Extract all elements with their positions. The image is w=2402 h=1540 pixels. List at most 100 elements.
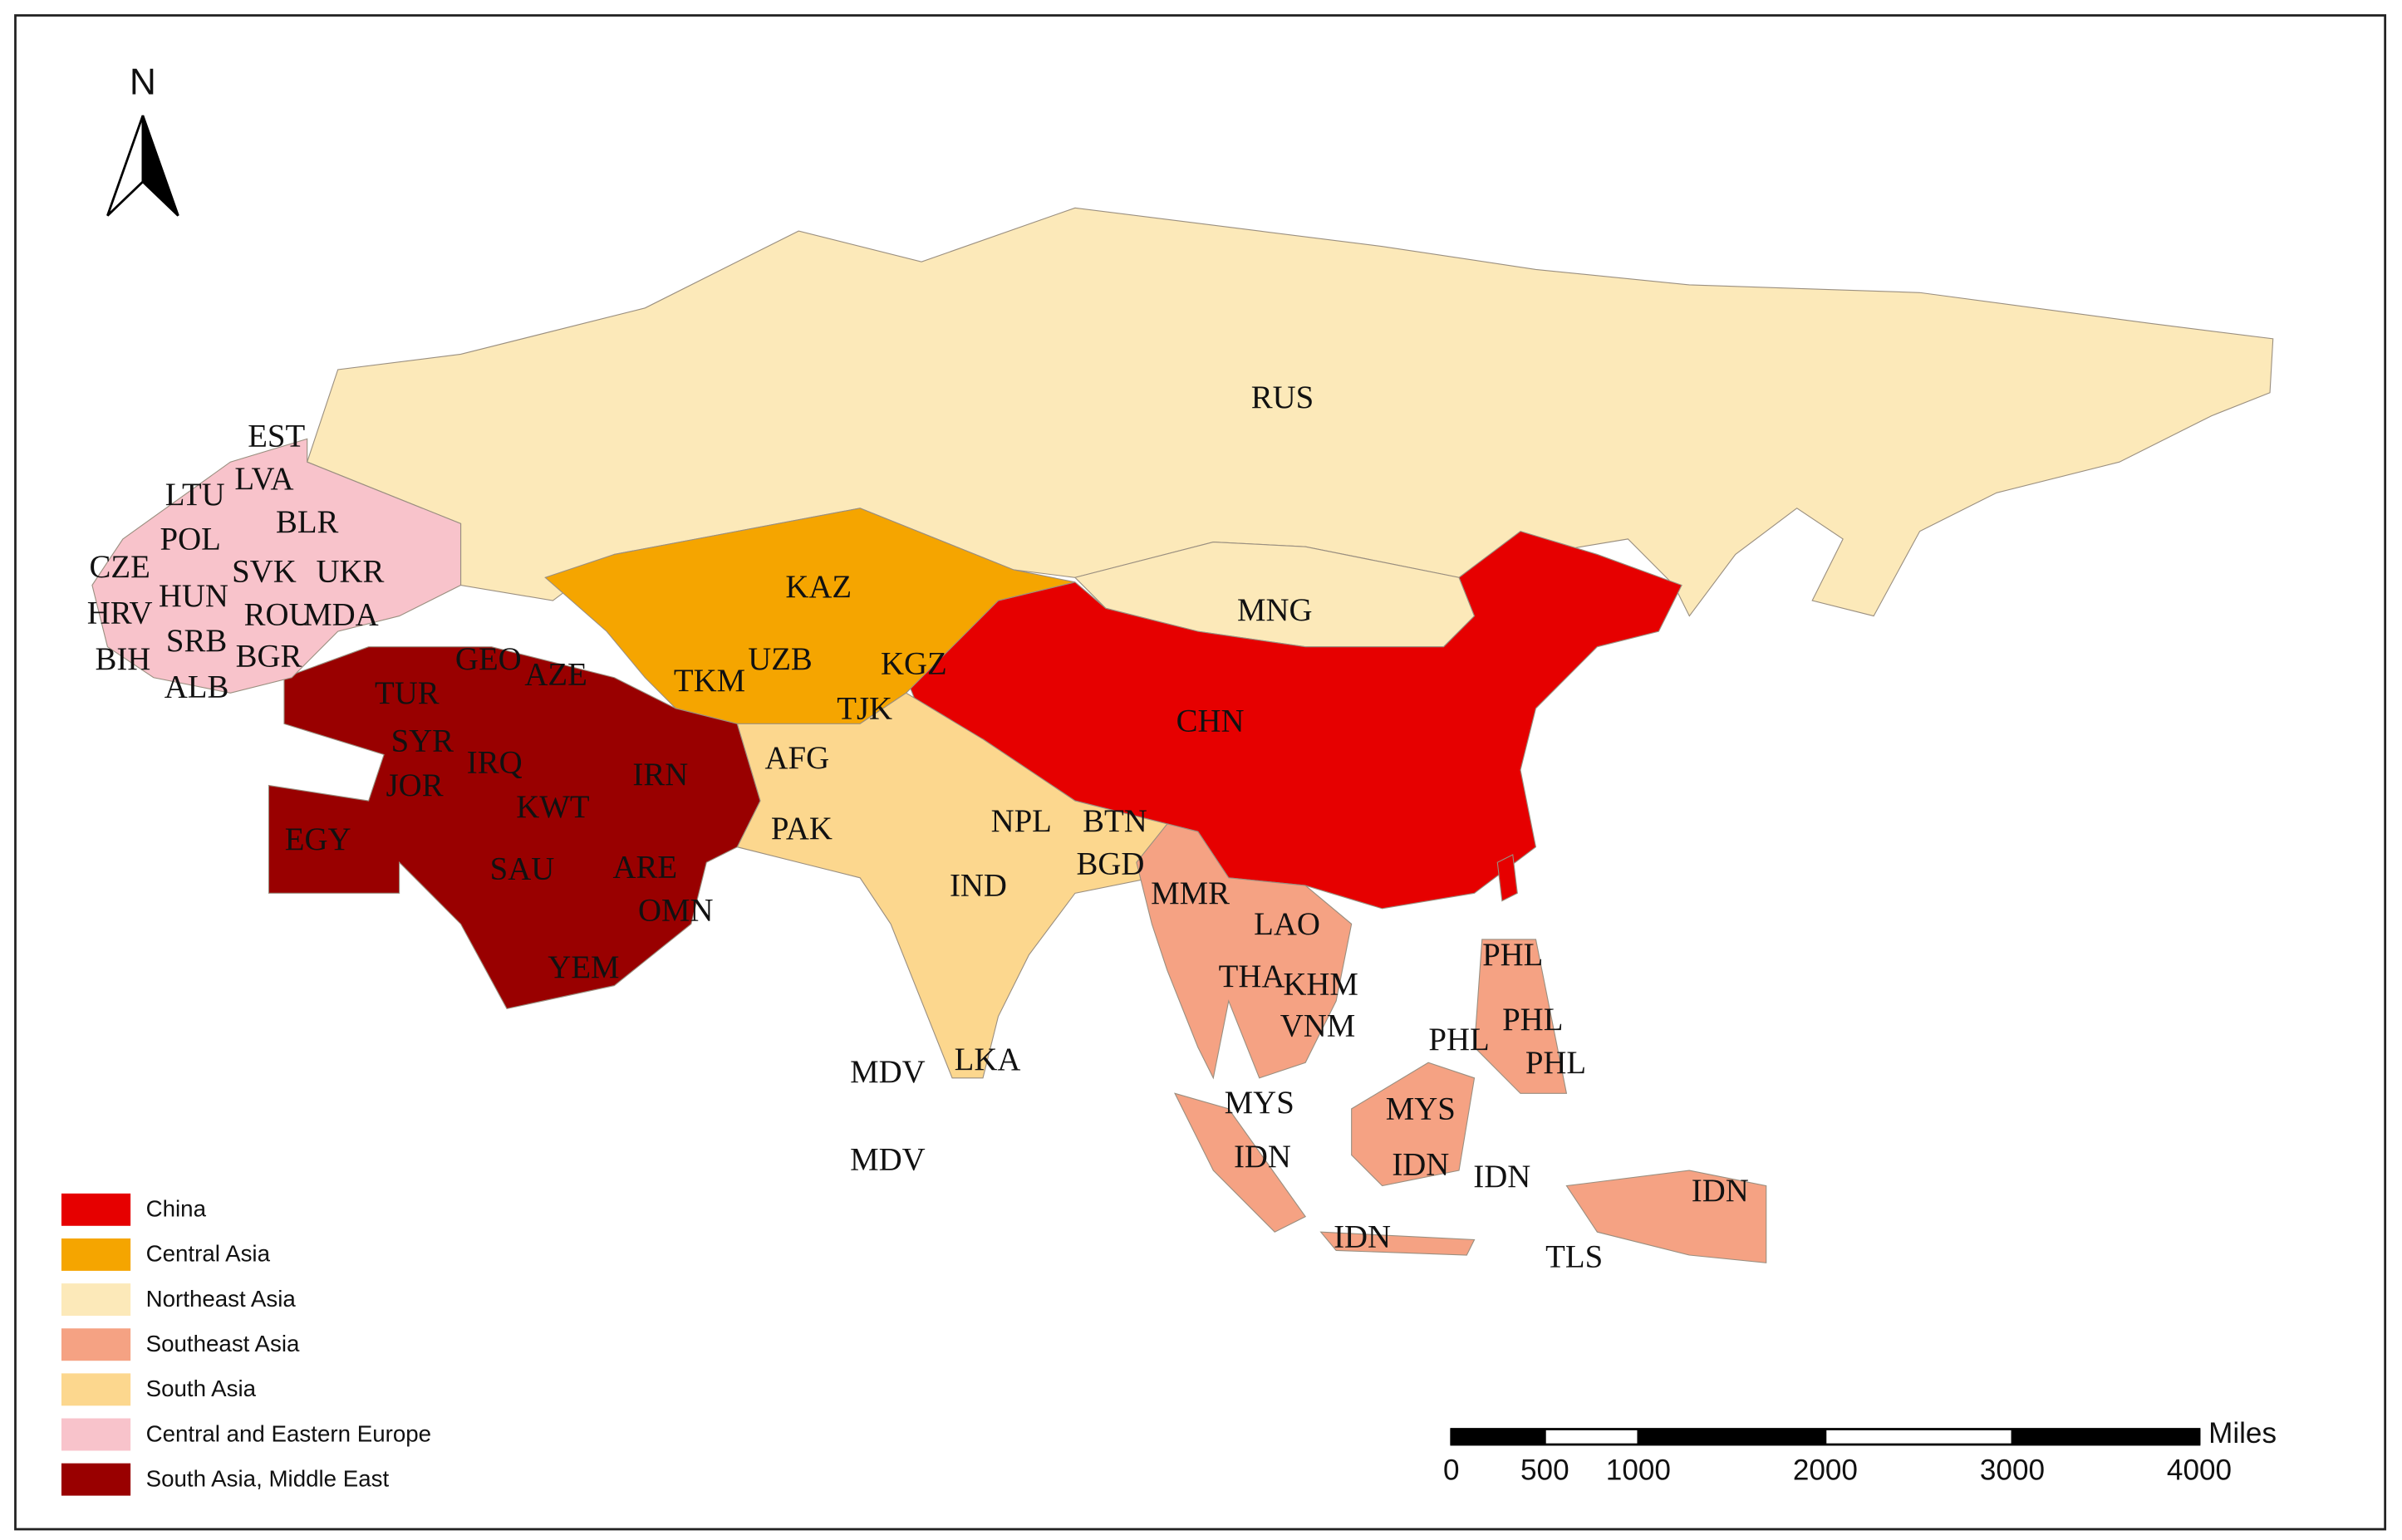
country-label: VNM: [1280, 1008, 1356, 1043]
scale-segment: [1451, 1429, 1545, 1445]
country-label: IND: [950, 868, 1007, 904]
country-label: KHM: [1283, 966, 1358, 1002]
country-label: PHL: [1525, 1045, 1586, 1081]
country-label: IDN: [1334, 1219, 1391, 1254]
country-label: MYS: [1225, 1085, 1294, 1121]
country-label: MDV: [850, 1142, 926, 1178]
country-label: KAZ: [785, 569, 852, 605]
country-label: MMR: [1151, 875, 1230, 911]
country-label: KWT: [516, 789, 590, 825]
legend-swatch: [61, 1463, 131, 1496]
country-label: OMN: [638, 892, 714, 928]
country-label: PAK: [771, 811, 833, 846]
legend: China Central Asia Northeast Asia Southeast…: [61, 1193, 432, 1496]
legend-label: Southeast Asia: [146, 1331, 300, 1356]
north-arrow-right: [141, 115, 179, 217]
region: [1174, 1092, 1307, 1233]
legend-swatch: [61, 1193, 131, 1226]
country-label: LAO: [1254, 906, 1320, 942]
legend-swatch: [61, 1328, 131, 1361]
country-label: POL: [160, 521, 221, 557]
region: [268, 646, 761, 1010]
legend-swatch: [61, 1418, 131, 1451]
regions: [91, 207, 2274, 1263]
country-label: IRQ: [467, 744, 523, 780]
country-label: CZE: [90, 549, 150, 585]
country-label: LVA: [234, 461, 293, 497]
region: [1565, 1170, 1767, 1263]
country-label: SVK: [232, 553, 297, 589]
legend-label: Central Asia: [146, 1241, 271, 1267]
scale-tick-label: 3000: [1980, 1454, 2045, 1487]
country-label: BTN: [1083, 803, 1147, 839]
country-label: BGR: [236, 638, 302, 674]
legend-label: South Asia: [146, 1376, 257, 1401]
country-label: ALB: [165, 669, 229, 704]
country-label: IDN: [1692, 1173, 1749, 1209]
legend-label: China: [146, 1196, 207, 1222]
scale-segment: [1638, 1429, 1825, 1445]
region: [1473, 939, 1568, 1094]
country-label: EST: [248, 418, 305, 454]
legend-swatch: [61, 1373, 131, 1406]
country-label: UKR: [316, 553, 384, 589]
country-label: BGD: [1076, 846, 1144, 882]
country-label: IDN: [1473, 1159, 1530, 1194]
country-label: BLR: [276, 504, 339, 540]
region: [736, 692, 1168, 1079]
country-label: IRN: [632, 757, 688, 792]
country-label: MYS: [1386, 1091, 1456, 1126]
legend-label: South Asia, Middle East: [146, 1465, 390, 1491]
country-label: SYR: [391, 723, 454, 758]
country-label: THA: [1219, 959, 1285, 994]
country-label: EGY: [285, 821, 351, 857]
country-label: JOR: [386, 768, 444, 803]
country-label: UZB: [748, 641, 813, 677]
scale-tick-label: 2000: [1793, 1454, 1858, 1487]
region: [1496, 854, 1518, 902]
country-label: SRB: [166, 623, 227, 659]
country-label: AFG: [765, 740, 830, 776]
scale-tick-label: 500: [1520, 1454, 1569, 1487]
country-label: SAU: [490, 851, 555, 886]
country-label: NPL: [991, 803, 1052, 839]
legend-swatch: [61, 1283, 131, 1317]
country-label: TJK: [837, 690, 892, 726]
country-label: ROU: [244, 596, 312, 632]
country-label: PHL: [1502, 1002, 1563, 1037]
country-label: TKM: [674, 663, 745, 699]
country-label: MDV: [850, 1054, 926, 1090]
scale-tick-label: 4000: [2167, 1454, 2232, 1487]
country-label: TLS: [1545, 1238, 1603, 1274]
country-label: BIH: [95, 641, 150, 677]
country-label: HUN: [159, 578, 228, 614]
country-label: IDN: [1392, 1146, 1449, 1182]
region: [544, 508, 1076, 724]
country-label: TUR: [375, 675, 440, 711]
country-label: CHN: [1176, 703, 1245, 738]
country-label: YEM: [548, 949, 619, 985]
country-label: HRV: [87, 595, 153, 630]
legend-label: Northeast Asia: [146, 1286, 297, 1312]
country-label: PHL: [1428, 1022, 1489, 1057]
region: [1319, 1231, 1476, 1256]
country-label: ARE: [613, 849, 678, 885]
legend-swatch: [61, 1238, 131, 1271]
country-label: LKA: [955, 1042, 1021, 1077]
region: [1351, 1062, 1476, 1187]
country-label: MNG: [1237, 592, 1313, 628]
north-arrow: N: [106, 62, 179, 217]
legend-label: Central and Eastern Europe: [146, 1420, 432, 1446]
country-label: LTU: [165, 477, 225, 513]
country-label: MDA: [303, 596, 379, 632]
country-label: IDN: [1234, 1139, 1291, 1175]
country-label: AZE: [524, 657, 587, 693]
scale-bar: 0 500 1000 2000 3000 4000 Miles: [1443, 1417, 2277, 1487]
country-label: PHL: [1482, 937, 1543, 973]
country-label: RUS: [1251, 380, 1314, 415]
scale-unit: Miles: [2208, 1417, 2277, 1449]
scale-segment: [2011, 1429, 2200, 1445]
